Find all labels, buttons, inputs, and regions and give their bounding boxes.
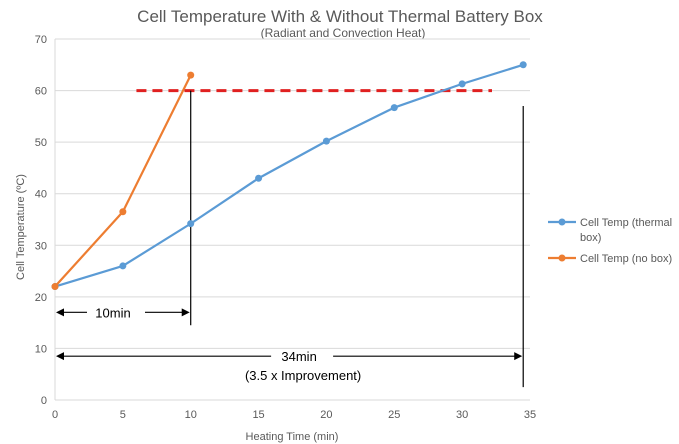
legend: Cell Temp (thermal box) Cell Temp (no box) [548,217,672,265]
arrow-head [514,352,523,361]
x-tick-label: 20 [320,409,332,421]
legend-label: Cell Temp (thermal [580,217,672,229]
series-thermal-box-line [54,63,524,288]
arrow-head [56,308,64,317]
series-no-box-line [54,74,192,288]
x-tick-label: 10 [185,409,197,421]
series-thermal-box-point [322,137,330,145]
series-no-box-point [51,283,59,291]
legend-swatch-marker [558,218,566,226]
chart-title: Cell Temperature With & Without Thermal … [137,7,543,26]
annotation-2: 34min (3.5 x Improvement) [56,349,523,383]
legend-swatch-marker [558,254,566,262]
annotations: 10min 34min (3.5 x Improvement) [56,305,523,383]
x-tick-label: 5 [120,409,126,421]
y-tick-label: 40 [35,189,47,201]
legend-item: Cell Temp (no box) [548,253,672,265]
x-tick-label: 35 [524,409,536,421]
y-tick-label: 60 [35,86,47,98]
legend-label: Cell Temp (no box) [580,253,672,265]
x-axis-ticks: 0 5 10 15 20 25 30 35 [52,409,536,421]
gridlines [54,38,530,401]
y-tick-label: 30 [35,240,47,252]
annotation-guides [136,89,524,388]
series-thermal-box-point [519,61,527,69]
y-axis-title: Cell Temperature (ºC) [15,174,27,280]
chart-subtitle: (Radiant and Convection Heat) [261,26,426,40]
y-tick-label: 10 [35,343,47,355]
x-tick-label: 30 [456,409,468,421]
annotation-label: 34min [281,349,316,364]
series-thermal-box-point [390,104,398,112]
legend-label: box) [580,232,601,244]
annotation-sublabel: (3.5 x Improvement) [245,368,361,383]
x-tick-label: 15 [252,409,264,421]
series-no-box-point [119,208,127,216]
annotation-1: 10min [56,305,190,320]
annotation-label: 10min [95,305,130,320]
legend-item: Cell Temp (thermal box) [548,217,672,244]
x-tick-label: 0 [52,409,58,421]
arrow-head [181,308,190,317]
series-thermal-box-point [255,174,263,182]
series-thermal-box-point [119,262,127,270]
y-tick-label: 20 [35,292,47,304]
y-tick-label: 50 [35,137,47,149]
x-tick-label: 25 [388,409,400,421]
arrow-head [56,352,64,361]
y-tick-label: 0 [41,395,47,407]
series-thermal-box-point [458,80,466,88]
x-axis-title: Heating Time (min) [246,431,339,443]
y-axis-ticks: 0 10 20 30 40 50 60 70 [35,34,47,407]
y-tick-label: 70 [35,34,47,46]
series-no-box-point [187,71,195,79]
series-thermal-box-point [187,220,195,228]
series-layer [51,61,527,291]
